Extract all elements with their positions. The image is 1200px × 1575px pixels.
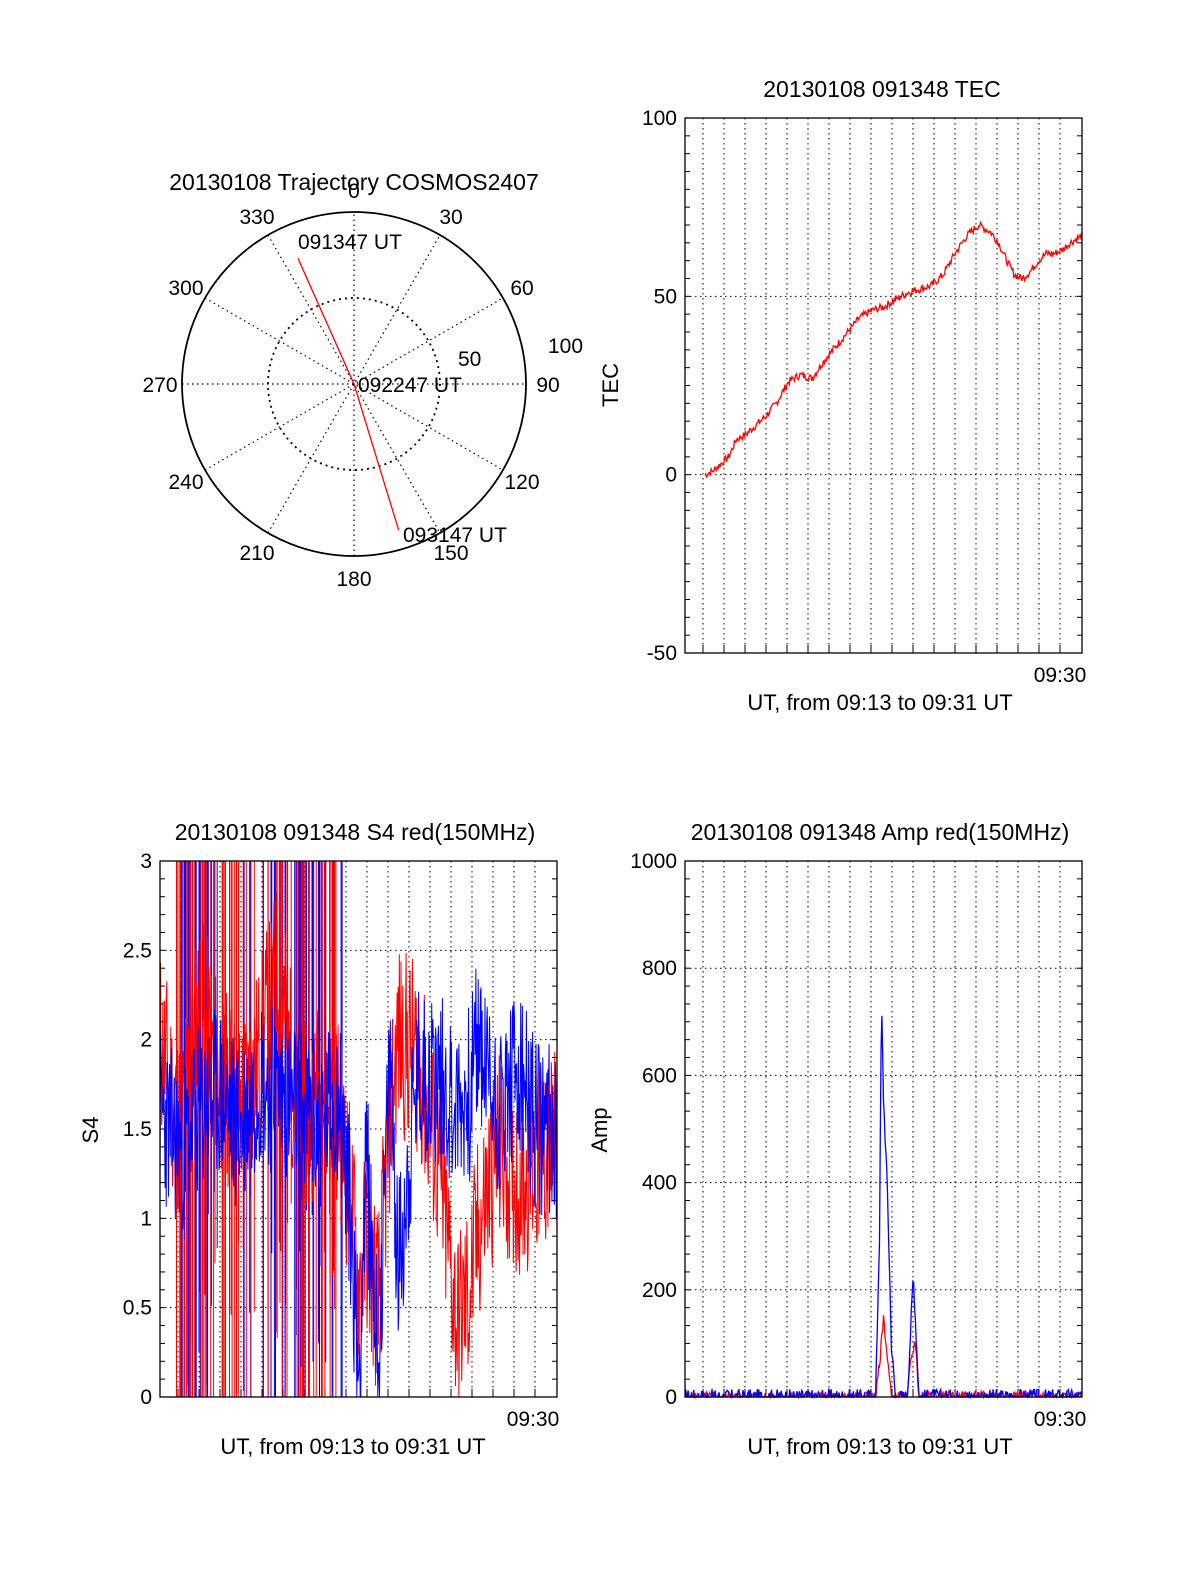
tec-ytick-label-0: 100 [642, 107, 677, 130]
s4-ytick-label-6: 0 [140, 1386, 152, 1409]
s4-chart: 20130108 091348 S4 red(150MHz) 3 2.5 2 1.5 1… [78, 819, 559, 1459]
amp-ytick-label-3: 400 [642, 1172, 677, 1195]
tec-y-axis-label: TEC [598, 363, 623, 407]
amp-ytick-label-2: 600 [642, 1064, 677, 1087]
amp-ytick-label-5: 0 [665, 1386, 677, 1409]
polar-inner-ring [267, 297, 441, 471]
polar-angle-labels: 0 30 60 90 120 150 180 210 240 270 300 330 [142, 180, 559, 591]
polar-angle-label-270: 270 [142, 374, 177, 397]
polar-angle-label-90: 90 [536, 374, 559, 397]
polar-angle-label-330: 330 [239, 206, 274, 229]
s4-ytick-label-0: 3 [140, 850, 152, 873]
tec-chart: 20130108 091348 TEC 100 50 0 -50 09:30 UT, … [598, 76, 1086, 715]
polar-angle-label-150: 150 [433, 542, 468, 565]
trajectory-track [297, 258, 400, 531]
tec-x-axis-label: UT, from 09:13 to 09:31 UT [747, 690, 1012, 715]
polar-angle-label-210: 210 [239, 542, 274, 565]
amp-ytick-label-0: 1000 [630, 850, 677, 873]
tec-ytick-label-3: -50 [647, 642, 677, 665]
s4-y-tick-labels: 3 2.5 2 1.5 1 0.5 0 [123, 850, 152, 1409]
amp-ytick-label-4: 200 [642, 1279, 677, 1302]
polar-angle-label-240: 240 [168, 471, 203, 494]
s4-ytick-label-1: 2.5 [123, 939, 152, 962]
polar-angle-label-0: 0 [348, 180, 360, 203]
tec-ytick-label-1: 50 [654, 285, 677, 308]
amp-plot-frame [684, 860, 1083, 1398]
s4-ytick-label-4: 1 [140, 1207, 152, 1230]
annotation-end-time: 093147 UT [403, 524, 507, 547]
tec-x-tick-label: 09:30 [1034, 664, 1087, 687]
annotation-start-time: 091347 UT [298, 231, 402, 254]
s4-ytick-label-5: 0.5 [123, 1297, 152, 1320]
s4-x-axis-label: UT, from 09:13 to 09:31 UT [220, 1434, 485, 1459]
amp-y-axis-label: Amp [587, 1107, 612, 1152]
amp-x-axis-label: UT, from 09:13 to 09:31 UT [747, 1434, 1012, 1459]
s4-plot-frame [159, 860, 558, 1398]
tec-y-tick-labels: 100 50 0 -50 [642, 107, 677, 665]
tec-gridlines [685, 118, 1082, 653]
annotation-mid-time: 092247 UT [358, 374, 462, 397]
polar-radial-label-50: 50 [458, 348, 481, 371]
polar-angle-label-60: 60 [510, 277, 533, 300]
tec-series-line [704, 220, 1083, 479]
polar-angle-label-300: 300 [168, 277, 203, 300]
amp-y-tick-labels: 1000 800 600 400 200 0 [630, 850, 677, 1409]
polar-angle-label-120: 120 [504, 471, 539, 494]
s4-ytick-label-2: 2 [140, 1029, 152, 1052]
s4-x-tick-label: 09:30 [507, 1408, 560, 1431]
s4-y-axis-label: S4 [78, 1117, 103, 1144]
polar-angle-label-30: 30 [439, 206, 462, 229]
polar-grid [181, 211, 527, 557]
polar-trajectory-chart: 20130108 Trajectory COSMOS2407 0 30 60 90 12… [142, 169, 583, 591]
amp-x-tick-label: 09:30 [1034, 1408, 1087, 1431]
polar-title: 20130108 Trajectory COSMOS2407 [169, 169, 538, 195]
tec-ytick-label-2: 0 [665, 464, 677, 487]
tec-plot-frame [684, 117, 1083, 654]
amp-title: 20130108 091348 Amp red(150MHz) [691, 819, 1069, 845]
s4-blue-series-line [159, 968, 558, 1398]
polar-angle-label-180: 180 [336, 568, 371, 591]
polar-radial-label-100: 100 [548, 335, 583, 358]
amp-gridlines [685, 861, 1082, 1397]
s4-ytick-label-3: 1.5 [123, 1118, 152, 1141]
amp-ytick-label-1: 800 [642, 957, 677, 980]
tec-title: 20130108 091348 TEC [763, 76, 1000, 102]
s4-title: 20130108 091348 S4 red(150MHz) [175, 819, 536, 845]
amp-chart: 20130108 091348 Amp red(150MHz) 1000 800 6… [587, 819, 1086, 1459]
